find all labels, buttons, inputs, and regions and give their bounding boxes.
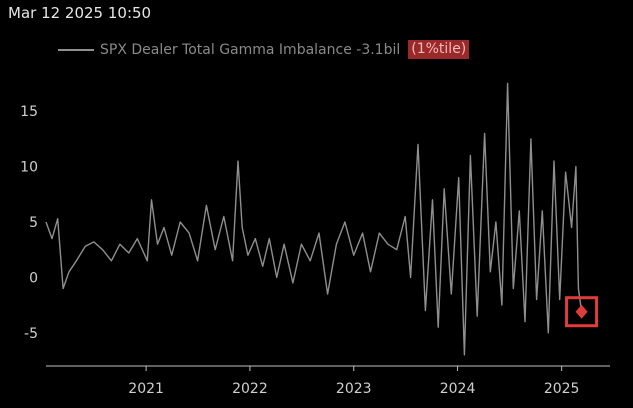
highlight-box xyxy=(565,296,599,328)
chart-timestamp: Mar 12 2025 10:50 xyxy=(8,4,152,22)
legend-percentile-badge: (1%tile) xyxy=(408,40,470,59)
legend-line-swatch xyxy=(58,48,94,51)
x-tick-label: 2022 xyxy=(232,381,268,397)
legend: SPX Dealer Total Gamma Imbalance -3.1bil… xyxy=(58,40,470,59)
y-tick-label: 0 xyxy=(29,270,38,286)
y-tick-label: 15 xyxy=(20,104,38,120)
highlight-diamond-marker xyxy=(575,304,588,319)
x-tick-label: 2021 xyxy=(128,381,164,397)
y-tick-label: 5 xyxy=(29,215,38,231)
x-tick-label: 2025 xyxy=(544,381,580,397)
x-tick-label: 2024 xyxy=(440,381,476,397)
legend-label: SPX Dealer Total Gamma Imbalance -3.1bil xyxy=(100,41,401,58)
y-tick-label: -5 xyxy=(24,326,38,342)
series-line-gamma-imbalance xyxy=(45,82,583,356)
y-tick-label: 10 xyxy=(20,160,38,176)
x-tick-label: 2023 xyxy=(336,381,372,397)
